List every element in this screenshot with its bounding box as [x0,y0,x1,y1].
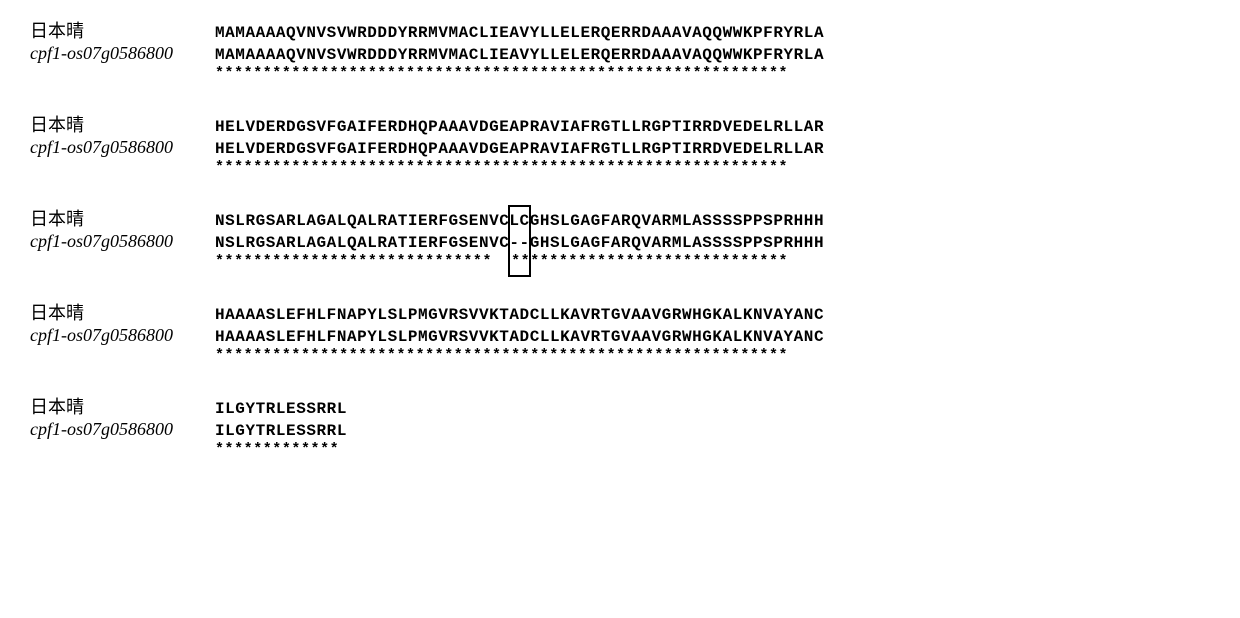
alignment-block: 日本晴NSLRGSARLAGALQALRATIERFGSENVCLCGHSLGA… [30,208,1210,274]
row-consensus: ****************************************… [30,158,1210,180]
sequence-wildtype: NSLRGSARLAGALQALRATIERFGSENVCLCGHSLGAGFA… [215,211,824,232]
sequence-mutant: HELVDERDGSVFGAIFERDHQPAAAVDGEAPRAVIAFRGT… [215,139,824,160]
row-mutant: cpf1-os07g0586800HAAAASLEFHLFNAPYLSLPMGV… [30,324,1210,346]
consensus-line: ****************************************… [215,64,788,84]
sequence-mutant: HAAAASLEFHLFNAPYLSLPMGVRSVVKTADCLLKAVRTG… [215,327,824,348]
label-wildtype: 日本晴 [30,302,215,325]
row-wildtype: 日本晴HAAAASLEFHLFNAPYLSLPMGVRSVVKTADCLLKAV… [30,302,1210,324]
row-mutant: cpf1-os07g0586800MAMAAAAQVNVSVWRDDDYRRMV… [30,42,1210,64]
row-wildtype: 日本晴HELVDERDGSVFGAIFERDHQPAAAVDGEAPRAVIAF… [30,114,1210,136]
sequence-mutant: NSLRGSARLAGALQALRATIERFGSENVC--GHSLGAGFA… [215,233,824,254]
consensus-line: ****************************************… [215,346,788,366]
row-consensus: ****************************************… [30,346,1210,368]
row-wildtype: 日本晴MAMAAAAQVNVSVWRDDDYRRMVMACLIEAVYLLELE… [30,20,1210,42]
sequence-wildtype: MAMAAAAQVNVSVWRDDDYRRMVMACLIEAVYLLELERQE… [215,23,824,44]
sequence-wildtype: HAAAASLEFHLFNAPYLSLPMGVRSVVKTADCLLKAVRTG… [215,305,824,326]
row-mutant: cpf1-os07g0586800HELVDERDGSVFGAIFERDHQPA… [30,136,1210,158]
label-mutant: cpf1-os07g0586800 [30,230,215,253]
sequence-wildtype: ILGYTRLESSRRL [215,399,347,420]
label-wildtype: 日本晴 [30,396,215,419]
alignment-block: 日本晴ILGYTRLESSRRLcpf1-os07g0586800ILGYTRL… [30,396,1210,462]
row-wildtype: 日本晴ILGYTRLESSRRL [30,396,1210,418]
alignment-block: 日本晴HAAAASLEFHLFNAPYLSLPMGVRSVVKTADCLLKAV… [30,302,1210,368]
consensus-line: ************* [215,440,339,460]
label-wildtype: 日本晴 [30,208,215,231]
label-mutant: cpf1-os07g0586800 [30,324,215,347]
label-wildtype: 日本晴 [30,20,215,43]
label-wildtype: 日本晴 [30,114,215,137]
alignment-block: 日本晴MAMAAAAQVNVSVWRDDDYRRMVMACLIEAVYLLELE… [30,20,1210,86]
sequence-mutant: MAMAAAAQVNVSVWRDDDYRRMVMACLIEAVYLLELERQE… [215,45,824,66]
row-mutant: cpf1-os07g0586800NSLRGSARLAGALQALRATIERF… [30,230,1210,252]
consensus-line: ***************************** **********… [215,252,788,272]
row-consensus: ************* [30,440,1210,462]
label-mutant: cpf1-os07g0586800 [30,42,215,65]
row-consensus: ****************************************… [30,64,1210,86]
row-mutant: cpf1-os07g0586800ILGYTRLESSRRL [30,418,1210,440]
label-mutant: cpf1-os07g0586800 [30,418,215,441]
sequence-wildtype: HELVDERDGSVFGAIFERDHQPAAAVDGEAPRAVIAFRGT… [215,117,824,138]
sequence-mutant: ILGYTRLESSRRL [215,421,347,442]
label-mutant: cpf1-os07g0586800 [30,136,215,159]
sequence-alignment: 日本晴MAMAAAAQVNVSVWRDDDYRRMVMACLIEAVYLLELE… [30,20,1210,462]
alignment-block: 日本晴HELVDERDGSVFGAIFERDHQPAAAVDGEAPRAVIAF… [30,114,1210,180]
row-wildtype: 日本晴NSLRGSARLAGALQALRATIERFGSENVCLCGHSLGA… [30,208,1210,230]
row-consensus: ***************************** **********… [30,252,1210,274]
consensus-line: ****************************************… [215,158,788,178]
